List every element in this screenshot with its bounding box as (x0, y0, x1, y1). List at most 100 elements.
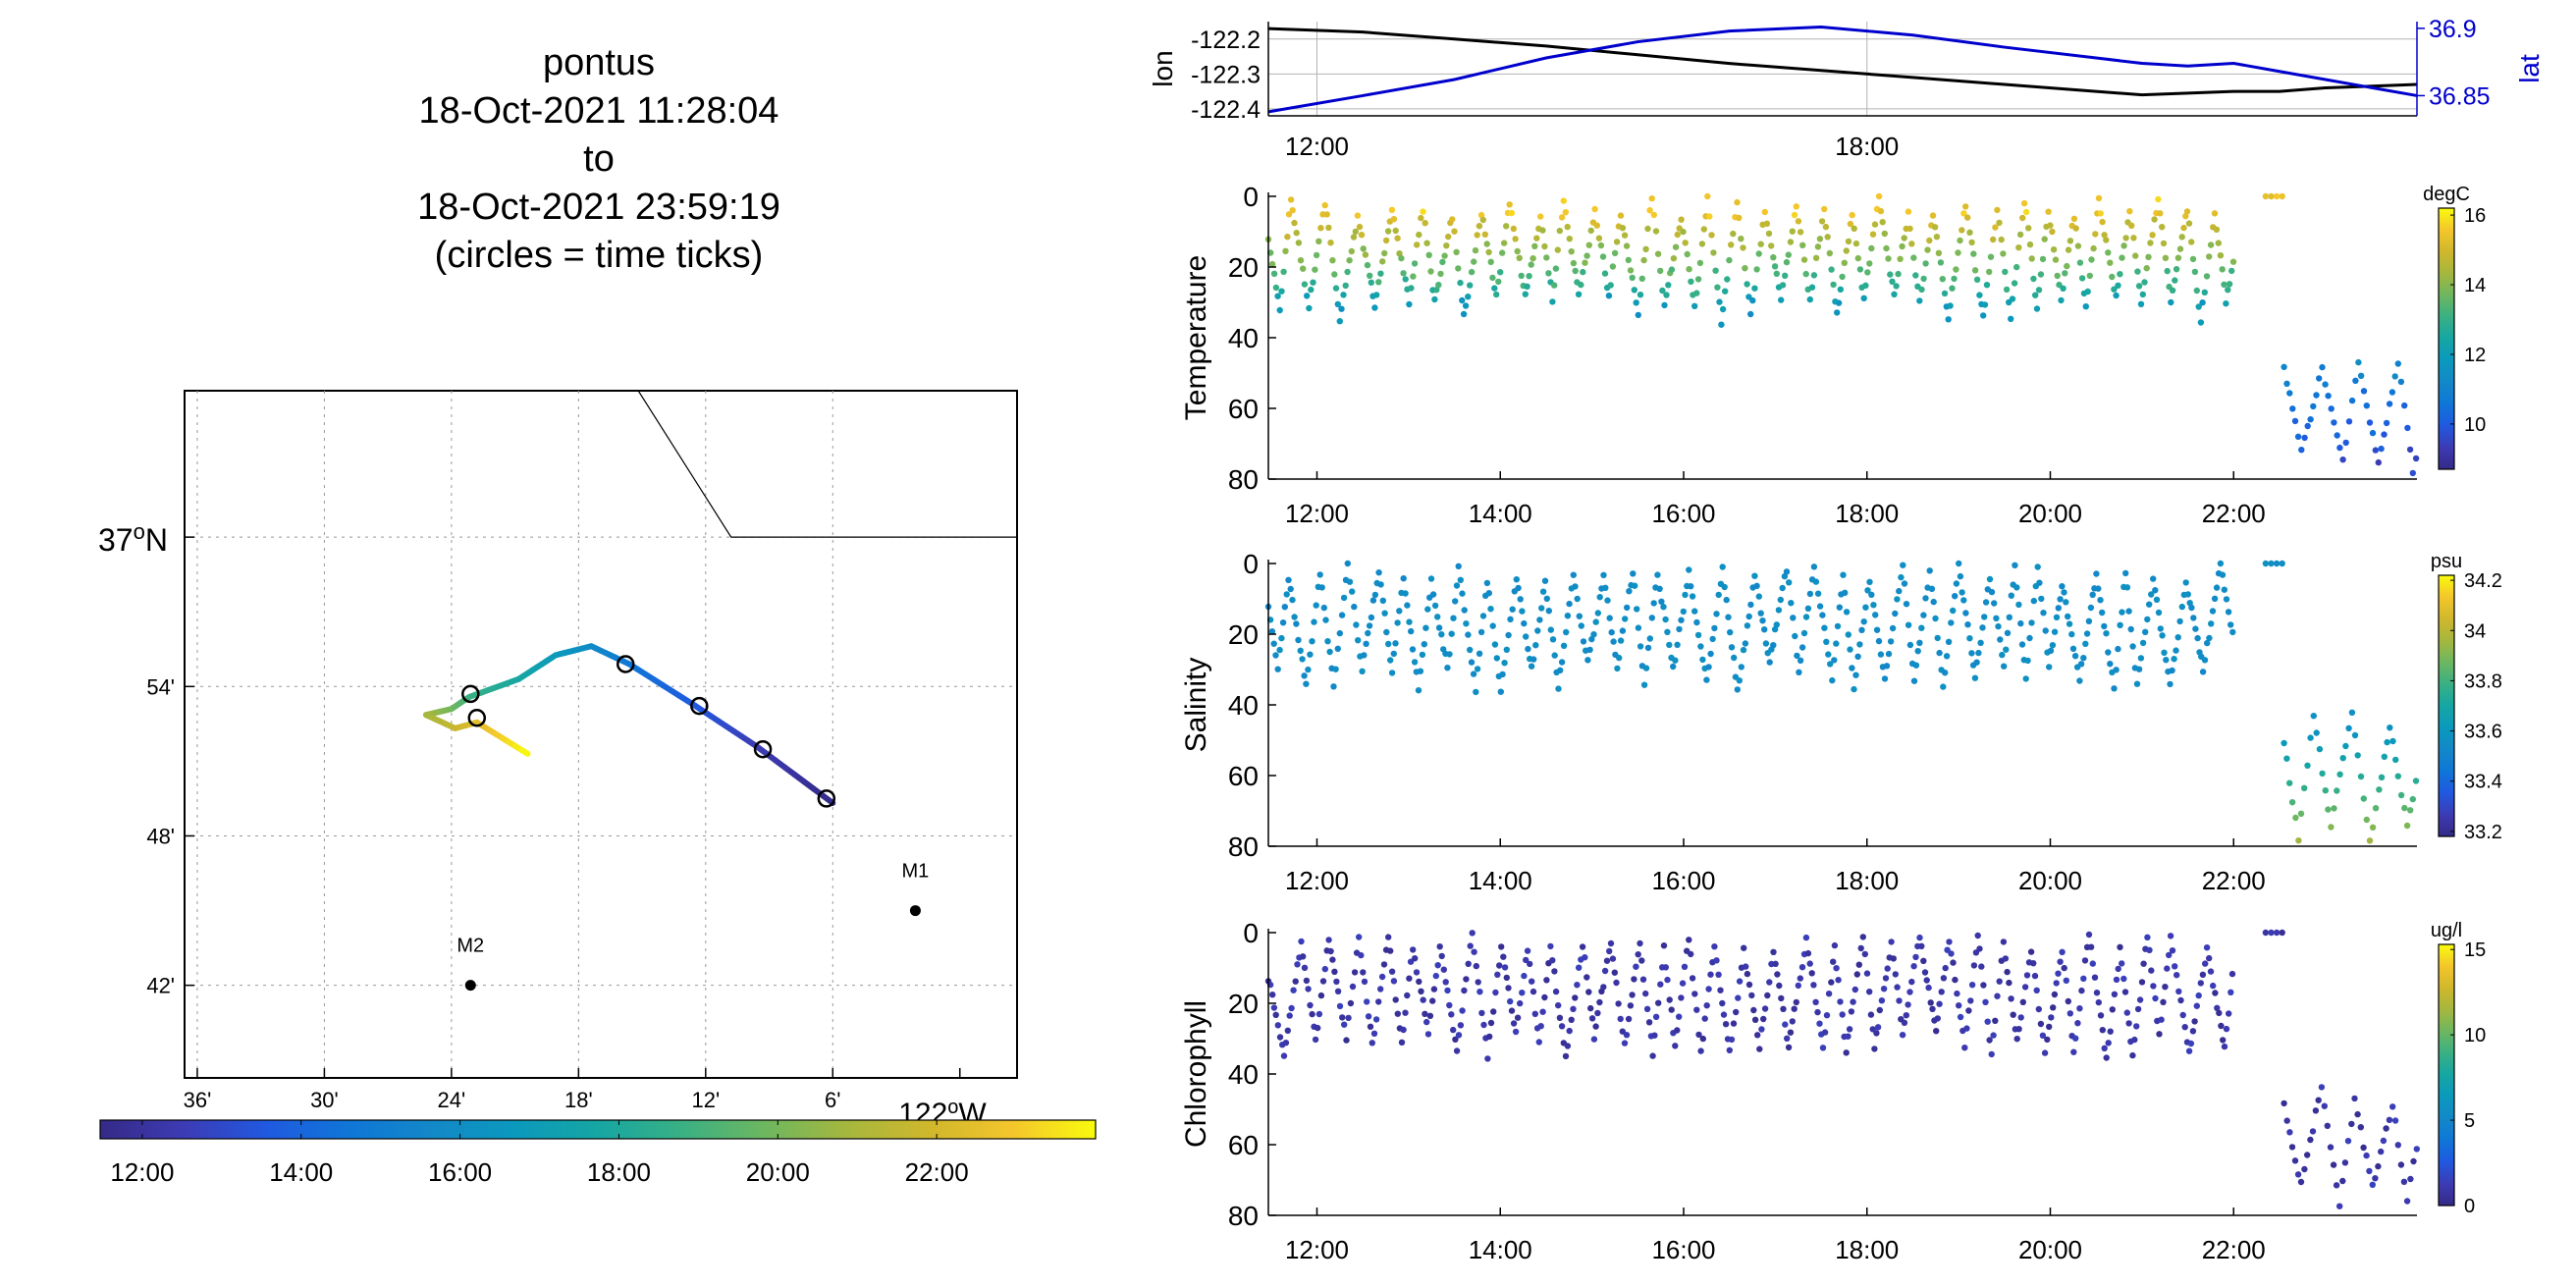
sal-data-point (1646, 635, 1654, 642)
sal-data-point (2068, 630, 2075, 638)
temp-data-point (1433, 287, 1440, 294)
sal-data-point (2101, 622, 2108, 630)
chl-data-point (1733, 1008, 1740, 1016)
temp-data-point (1947, 302, 1954, 309)
chl-data-point (2076, 1004, 2083, 1012)
sal-data-point (1588, 635, 1595, 643)
sal-data-point (2071, 653, 2079, 660)
temp-data-point (2313, 392, 2320, 399)
sal-data-point (1864, 587, 1871, 594)
chl-data-point (1892, 971, 1900, 978)
sal-data-point (1586, 646, 1593, 654)
chl-data-point (1804, 949, 1812, 957)
chl-data-point (1625, 1015, 1633, 1023)
temp-data-point (1722, 288, 1729, 295)
chl-data-point (2117, 943, 2123, 950)
temp-data-point (2199, 299, 2206, 306)
sal-data-point (1751, 572, 1758, 579)
sal-data-point (1406, 618, 1413, 625)
temp-data-point (2060, 285, 2066, 292)
temp-data-point (2099, 218, 2106, 226)
chl-data-point (1341, 1021, 1348, 1028)
temp-data-point (1828, 266, 1835, 273)
temp-data-point (1451, 228, 1458, 235)
chl-data-point (1750, 1006, 1757, 1014)
sal-data-point (1648, 615, 1656, 621)
sal-data-point (1928, 585, 1936, 592)
chl-data-point (2291, 1157, 2299, 1164)
sal-data-point (1272, 652, 1279, 659)
chl-data-point (1286, 1012, 1293, 1019)
temp-data-point (2185, 220, 2193, 227)
sal-data-point (1470, 671, 1477, 677)
chl-data-point (1276, 1034, 1284, 1041)
sal-data-point (1833, 640, 1840, 647)
chl-data-point (2380, 1137, 2388, 1145)
temp-data-point (2107, 259, 2114, 266)
temp-data-point (1719, 305, 1727, 313)
chl-data-point (2366, 1167, 2373, 1175)
sal-data-point (1474, 666, 1481, 672)
temp-data-point (1611, 249, 1619, 256)
sal-data-point (1610, 638, 1617, 645)
temp-data-point (1631, 287, 1638, 294)
chl-data-point (1906, 989, 1913, 995)
temp-data-point (1485, 248, 1492, 256)
temp-data-point (1753, 266, 1760, 273)
chl-data-point (1705, 986, 1712, 993)
temp-data-point (2115, 282, 2121, 289)
sal-data-point (1450, 615, 1457, 621)
chl-data-point (1585, 989, 1592, 995)
temp-data-point (1879, 219, 1886, 226)
sal-data-point (2262, 560, 2270, 567)
sal-data-point (1971, 674, 1979, 681)
temp-data-point (2328, 405, 2334, 412)
temp-data-point (2078, 275, 2086, 282)
chl-axis-title: Chlorophyll (1180, 1000, 1212, 1148)
chl-data-point (1473, 962, 1480, 970)
temp-data-point (1377, 270, 1384, 277)
chl-data-point (1448, 1011, 1455, 1018)
sal-data-point (2331, 805, 2337, 812)
chl-data-point (1361, 978, 1368, 986)
sal-colorbar-label: 33.4 (2464, 772, 2502, 793)
sal-data-point (1431, 602, 1439, 610)
chl-data-point (1730, 1020, 1738, 1027)
chl-data-point (1492, 989, 1499, 996)
temp-data-point (1704, 192, 1711, 200)
temp-data-point (2339, 456, 2346, 463)
chl-data-point (1848, 1008, 1855, 1015)
sal-data-point (2123, 584, 2131, 591)
chl-data-point (1688, 950, 1694, 958)
temp-data-point (1295, 240, 1303, 246)
sal-data-point (1576, 613, 1583, 619)
sal-data-point (2095, 585, 2102, 592)
temp-data-point (1751, 285, 1758, 292)
temp-data-point (1818, 218, 1826, 225)
sal-data-point (1371, 591, 1379, 599)
lon-tick-label: -122.3 (1191, 61, 1261, 88)
sal-data-point (1670, 663, 1677, 671)
temp-data-point (1564, 223, 1571, 231)
temp-data-point (1629, 274, 1636, 282)
chl-data-point (1364, 998, 1370, 1005)
sal-data-point (1476, 650, 1483, 657)
sal-data-point (2082, 640, 2089, 647)
temp-data-point (1642, 245, 1649, 252)
chl-data-point (1432, 972, 1440, 980)
sal-data-point (1660, 604, 1667, 611)
chl-data-point (1766, 979, 1773, 986)
chl-data-point (2354, 1110, 2361, 1118)
temp-data-point (2406, 446, 2414, 454)
sal-data-point (1637, 643, 1644, 650)
temp-data-point (2159, 224, 2166, 231)
sal-data-point (1507, 616, 1514, 622)
chl-data-point (1707, 971, 1714, 978)
temp-data-point (1623, 242, 1631, 249)
chl-data-point (1633, 963, 1639, 970)
sal-data-point (1557, 667, 1564, 673)
sal-data-point (2144, 616, 2151, 623)
sal-data-point (2171, 656, 2177, 663)
temp-data-point (2225, 287, 2231, 294)
sal-data-point (1914, 648, 1921, 655)
